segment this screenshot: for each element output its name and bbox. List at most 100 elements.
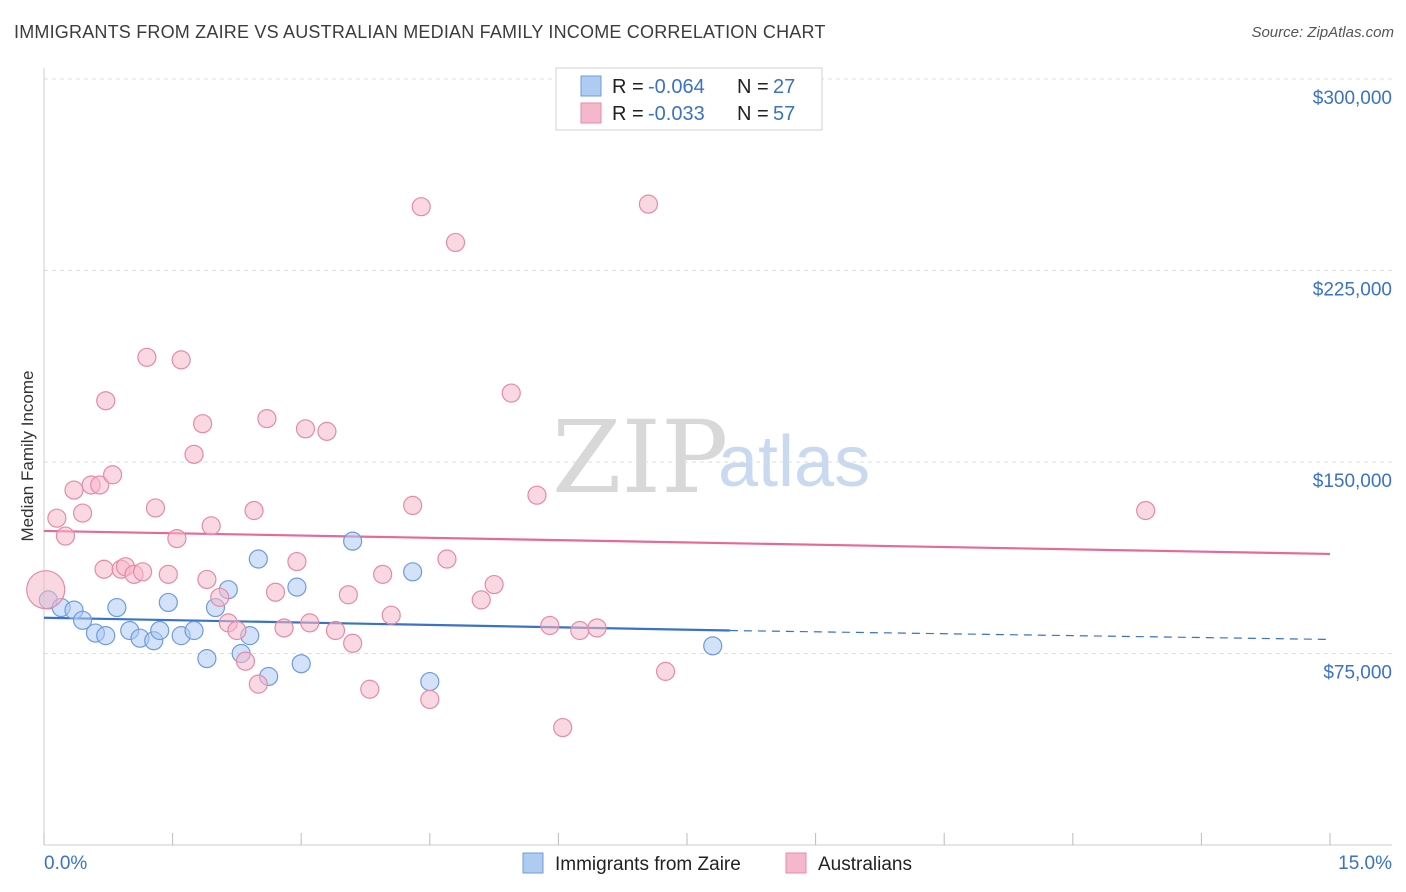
australians-point <box>72 503 93 523</box>
australians-point <box>257 408 277 429</box>
trend-lines <box>43 529 1331 641</box>
australians-point <box>167 528 187 549</box>
legend-r-label-2: R = <box>612 103 644 125</box>
legend-n-value-2: 57 <box>773 103 795 125</box>
axes <box>43 68 1392 846</box>
chart-title: IMMIGRANTS FROM ZAIRE VS AUSTRALIAN MEDI… <box>14 22 826 42</box>
legend-n-label-2: N = <box>737 103 769 125</box>
australians-point <box>287 551 307 572</box>
australians-point <box>437 549 457 569</box>
x-tick-label-max: 15.0% <box>1338 853 1392 874</box>
australians-point <box>184 444 204 464</box>
series-label-australians: Australians <box>818 854 912 875</box>
x-ticks <box>43 833 1331 845</box>
australians-point <box>64 480 84 500</box>
australians-point <box>445 232 466 253</box>
australians-point <box>55 526 76 546</box>
zaire-point <box>403 562 423 582</box>
correlation-legend: R = -0.064 N = 27 R = -0.033 N = 57 <box>555 67 823 131</box>
x-tick-label-min: 0.0% <box>44 853 87 874</box>
data-points <box>26 194 1156 738</box>
zaire-point <box>420 671 440 692</box>
series-legend: Immigrants from Zaire Australians <box>522 852 912 875</box>
australians-point <box>201 516 221 536</box>
australians-point <box>381 605 401 625</box>
australians-point <box>484 574 504 595</box>
australians-point <box>137 347 157 367</box>
australians-point <box>102 465 123 485</box>
australians-point <box>373 564 393 584</box>
australians-point <box>1136 500 1156 521</box>
australians-point <box>171 350 191 370</box>
y-tick-label: $150,000 <box>1313 471 1392 492</box>
australians-point <box>553 717 573 738</box>
australians-point <box>295 419 316 439</box>
legend-swatch-blue <box>580 75 602 97</box>
series-swatch-australians <box>785 852 807 874</box>
y-tick-label: $75,000 <box>1323 663 1392 684</box>
australians-point <box>274 618 294 638</box>
watermark-zip: ZIP <box>552 399 728 516</box>
australians-point <box>325 620 346 641</box>
australians-point <box>501 383 521 403</box>
australians-point <box>227 620 247 641</box>
zaire-point <box>72 610 93 630</box>
y-tick-labels: $75,000 $150,000 $225,000 $300,000 <box>1313 88 1392 684</box>
australians-point <box>587 618 607 638</box>
zaire-point <box>291 654 311 674</box>
series-swatch-zaire <box>522 852 544 874</box>
zaire-trend-extension <box>729 629 1331 641</box>
australians-point <box>197 569 217 590</box>
australians-point <box>158 564 178 584</box>
zaire-point <box>107 597 127 618</box>
australians-point <box>411 197 431 217</box>
zaire-point <box>248 549 268 569</box>
australians-point <box>235 651 256 671</box>
zaire-point <box>197 649 217 669</box>
zaire-point <box>184 620 204 641</box>
australians-point <box>26 570 66 610</box>
australians-point <box>420 689 440 710</box>
australians-point <box>343 633 363 653</box>
legend-swatch-pink <box>580 102 602 124</box>
australians-point <box>90 475 110 495</box>
australians-point <box>527 485 547 505</box>
australians-point <box>317 421 337 441</box>
y-axis-label: Median Family Income <box>18 370 37 541</box>
legend-r-value-1: -0.064 <box>648 76 705 98</box>
australians-point <box>193 414 213 434</box>
zaire-point <box>158 592 178 613</box>
zaire-point <box>150 620 170 641</box>
australians-point <box>94 559 114 579</box>
australians-point <box>338 585 358 605</box>
australians-point <box>210 587 230 607</box>
australians-point <box>403 495 423 516</box>
australians-point <box>360 679 380 699</box>
australians-point <box>265 582 286 602</box>
australians-point <box>96 391 116 411</box>
source-label: Source: ZipAtlas.com <box>1251 24 1394 41</box>
australians-point <box>132 562 153 582</box>
australians-point <box>540 615 560 636</box>
legend-n-label-1: N = <box>737 76 769 98</box>
legend-n-value-1: 27 <box>773 76 795 98</box>
zaire-point <box>343 531 363 551</box>
australians-point <box>638 194 659 214</box>
zaire-trend-line <box>43 616 730 632</box>
australians-trend-line <box>43 529 1331 556</box>
australians-point <box>248 674 268 694</box>
australians-point <box>47 508 67 528</box>
y-tick-label: $300,000 <box>1313 88 1392 109</box>
grid-lines <box>44 78 1392 654</box>
australians-point <box>471 590 491 610</box>
zaire-point <box>96 626 116 646</box>
legend-r-label-1: R = <box>612 76 644 98</box>
australians-point <box>570 620 590 641</box>
australians-point <box>655 661 676 681</box>
y-tick-label: $225,000 <box>1313 280 1392 301</box>
zaire-point <box>287 577 307 597</box>
legend-r-value-2: -0.033 <box>648 103 705 125</box>
australians-point <box>145 498 166 518</box>
australians-point <box>300 613 320 633</box>
